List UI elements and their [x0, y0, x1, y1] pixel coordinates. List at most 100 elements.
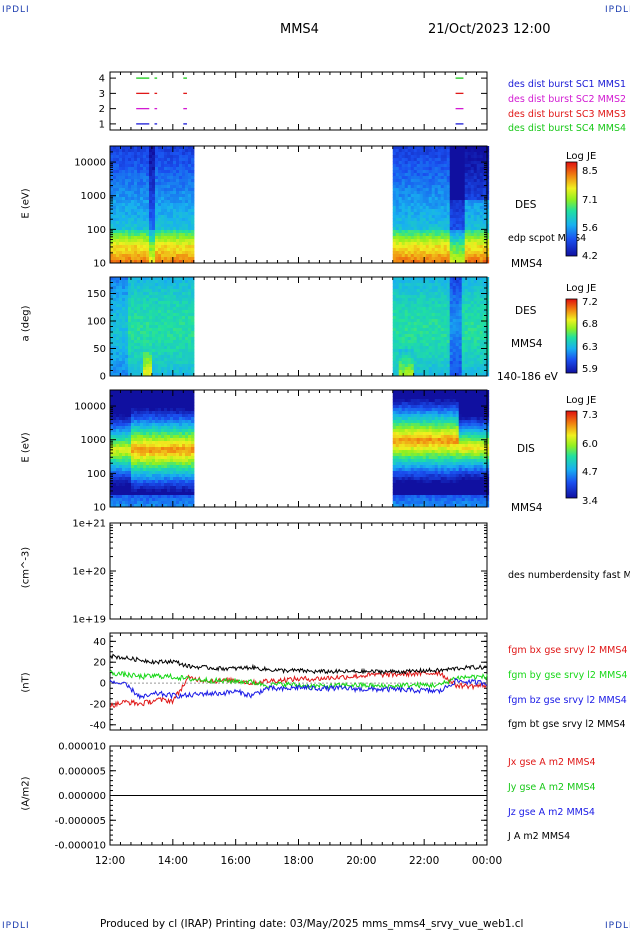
- spectrogram-pixel: [113, 152, 117, 156]
- spectrogram-pixel: [110, 155, 114, 159]
- spectrogram-pixel: [440, 146, 445, 150]
- spectrogram-pixel: [458, 146, 463, 150]
- spectrogram-pixel: [191, 286, 195, 290]
- spectrogram-pixel: [170, 310, 174, 314]
- spectrogram-pixel: [167, 230, 171, 234]
- spectrogram-pixel: [458, 289, 463, 293]
- spectrogram-pixel: [131, 236, 135, 240]
- spectrogram-pixel: [188, 346, 192, 350]
- spectrogram-pixel: [167, 328, 171, 332]
- spectrogram-pixel: [113, 501, 117, 505]
- spectrogram-pixel: [431, 248, 436, 252]
- spectrogram-pixel: [128, 194, 132, 198]
- spectrogram-pixel: [149, 179, 153, 183]
- spectrogram-pixel: [146, 325, 150, 329]
- spectrogram-pixel: [158, 185, 162, 189]
- spectrogram-pixel: [473, 203, 478, 207]
- spectrogram-pixel: [110, 373, 114, 377]
- spectrogram-pixel: [185, 370, 189, 374]
- spectrogram-pixel: [401, 283, 406, 287]
- spectrogram-pixel: [422, 239, 427, 243]
- spectrogram-pixel: [398, 289, 403, 293]
- spectrogram-pixel: [464, 307, 469, 311]
- spectrogram-pixel: [152, 280, 156, 284]
- spectrogram-pixel: [173, 188, 177, 192]
- spectrogram-pixel: [116, 277, 120, 281]
- spectrogram-pixel: [419, 292, 424, 296]
- spectrogram-pixel: [131, 221, 135, 225]
- spectrogram-pixel: [431, 313, 436, 317]
- spectrogram-pixel: [140, 337, 144, 341]
- spectrogram-pixel: [455, 230, 460, 234]
- spectrogram-pixel: [398, 349, 403, 353]
- spectrogram-pixel: [110, 203, 114, 207]
- spectrogram-pixel: [137, 257, 141, 261]
- spectrogram-pixel: [149, 176, 153, 180]
- spectrogram-pixel: [173, 146, 177, 150]
- spectrogram-pixel: [110, 257, 114, 261]
- spectrogram-pixel: [122, 236, 126, 240]
- density-legend: des numberdensity fast M: [508, 570, 630, 581]
- spectrogram-pixel: [407, 203, 412, 207]
- spectrogram-pixel: [440, 295, 445, 299]
- spectrogram-pixel: [434, 260, 439, 264]
- spectrogram-pixel: [407, 343, 412, 347]
- spectrogram-pixel: [131, 164, 135, 168]
- spectrogram-pixel: [434, 322, 439, 326]
- spectrogram-pixel: [476, 325, 481, 329]
- spectrogram-pixel: [452, 322, 457, 326]
- spectrogram-pixel: [176, 224, 180, 228]
- spectrogram-pixel: [134, 239, 138, 243]
- spectrogram-pixel: [125, 313, 129, 317]
- spectrogram-pixel: [470, 182, 475, 186]
- spectrogram-pixel: [146, 367, 150, 371]
- spectrogram-pixel: [140, 283, 144, 287]
- spectrogram-pixel: [419, 370, 424, 374]
- spectrogram-pixel: [155, 218, 159, 222]
- spectrogram-pixel: [419, 215, 424, 219]
- spectrogram-pixel: [134, 185, 138, 189]
- spectrogram-pixel: [416, 361, 421, 365]
- spectrogram-pixel: [185, 173, 189, 177]
- spectrogram-pixel: [134, 146, 138, 150]
- spectrogram-pixel: [167, 179, 171, 183]
- spectrogram-pixel: [182, 215, 186, 219]
- spectrogram-pixel: [164, 230, 168, 234]
- spectrogram-pixel: [395, 191, 400, 195]
- spectrogram-pixel: [446, 191, 451, 195]
- spectrogram-pixel: [113, 483, 117, 487]
- spectrogram-pixel: [164, 254, 168, 258]
- spectrogram-pixel: [155, 295, 159, 299]
- spectrogram-pixel: [455, 245, 460, 249]
- spectrogram-pixel: [425, 164, 430, 168]
- spectrogram-pixel: [482, 257, 487, 261]
- spectrogram-pixel: [458, 224, 463, 228]
- spectrogram-pixel: [191, 260, 195, 264]
- spectrogram-pixel: [410, 325, 415, 329]
- spectrogram-pixel: [113, 492, 117, 496]
- spectrogram-pixel: [176, 233, 180, 237]
- spectrogram-pixel: [446, 245, 451, 249]
- spectrogram-pixel: [446, 215, 451, 219]
- spectrogram-pixel: [449, 328, 454, 332]
- spectrogram-pixel: [110, 161, 114, 165]
- spectrogram-pixel: [125, 158, 129, 162]
- spectrogram-pixel: [113, 289, 117, 293]
- spectrogram-pixel: [143, 179, 147, 183]
- spectrogram-pixel: [437, 260, 442, 264]
- spectrogram-pixel: [125, 408, 129, 412]
- spectrogram-pixel: [113, 328, 117, 332]
- spectrogram-pixel: [164, 313, 168, 317]
- spectrogram-pixel: [149, 313, 153, 317]
- spectrogram-pixel: [170, 277, 174, 281]
- spectrogram-pixel: [167, 155, 171, 159]
- spectrogram-pixel: [422, 155, 427, 159]
- spectrogram-pixel: [182, 197, 186, 201]
- spectrogram-pixel: [464, 170, 469, 174]
- spectrogram-pixel: [158, 212, 162, 216]
- spectrogram-pixel: [437, 161, 442, 165]
- spectrogram-pixel: [416, 248, 421, 252]
- spectrogram-pixel: [452, 280, 457, 284]
- spectrogram-pixel: [470, 322, 475, 326]
- spectrogram-pixel: [140, 239, 144, 243]
